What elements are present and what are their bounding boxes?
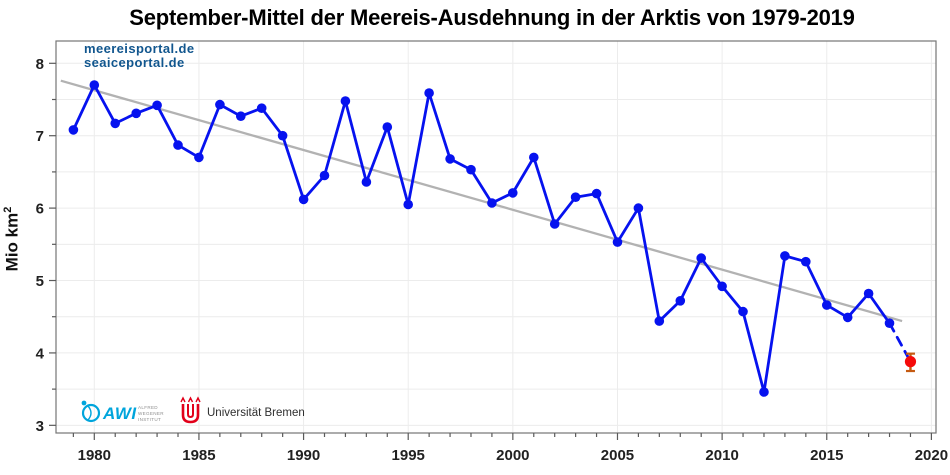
x-tick-label: 1995	[392, 447, 425, 464]
data-point	[696, 253, 706, 263]
forecast-point	[904, 356, 917, 368]
y-tick-label: 8	[36, 56, 44, 73]
data-point	[612, 237, 623, 247]
data-point	[549, 219, 560, 229]
x-tick-label: 2000	[496, 447, 529, 464]
data-point	[717, 281, 727, 292]
awi-logo-line1: ALFRED	[138, 405, 158, 410]
data-point	[173, 140, 183, 150]
extent-series-line	[72, 83, 891, 394]
data-point	[236, 111, 246, 121]
awi-logo-line3: INSTITUT	[138, 417, 161, 422]
watermark-line2: seaiceportal.de	[84, 54, 185, 70]
y-axis-label-text: Mio km	[2, 212, 22, 272]
data-point	[570, 192, 581, 202]
awi-globe-meridian-icon	[87, 405, 92, 421]
data-point	[110, 118, 120, 129]
data-point	[131, 108, 141, 119]
data-point	[487, 198, 497, 208]
watermark-line1: meereisportal.de	[84, 41, 195, 56]
data-point	[842, 312, 853, 323]
uni-bremen-label: Universität Bremen	[207, 407, 305, 419]
uni-bremen-u-icon	[180, 396, 201, 424]
data-point	[591, 188, 602, 199]
data-point	[801, 256, 811, 267]
awi-logo-text: AWI	[102, 404, 137, 423]
extent-series-markers	[68, 80, 895, 397]
x-tick-label: 2005	[601, 447, 634, 464]
data-point	[445, 154, 455, 164]
watermark: meereisportal.de seaiceportal.de	[84, 42, 194, 69]
x-tick-label: 2010	[705, 447, 738, 464]
data-point	[863, 288, 874, 299]
y-tick-label: 5	[36, 273, 44, 290]
data-point	[403, 199, 414, 210]
data-point	[382, 122, 393, 132]
chart-title: September-Mittel der Meereis-Ausdehnung …	[129, 5, 855, 30]
data-point	[298, 194, 309, 205]
plot-grid	[56, 41, 936, 433]
data-point	[654, 316, 665, 326]
data-point	[466, 164, 476, 175]
y-axis-label: Mio km2	[2, 179, 24, 299]
forecast-connector	[888, 321, 912, 364]
y-axis-label-superscript: 2	[2, 206, 14, 213]
x-tick-labels: 1980 1985 1990 1995 2000 2005 2010 2015 2020	[78, 447, 948, 464]
x-tick-label: 2015	[810, 447, 843, 464]
y-tick-label: 4	[36, 345, 45, 362]
x-tick-label: 1985	[182, 447, 215, 464]
axis-ticks	[49, 62, 932, 440]
data-point	[319, 170, 330, 181]
trend-line	[60, 79, 903, 323]
awi-logo: AWI ALFRED WEGENER INSTITUT	[81, 400, 164, 423]
data-point	[277, 130, 288, 141]
data-point	[361, 177, 372, 187]
data-point	[194, 152, 204, 163]
uni-bremen-logo: Universität Bremen	[180, 396, 305, 424]
y-tick-labels: 3 4 5 6 7 8	[36, 56, 45, 435]
data-point	[633, 203, 644, 213]
data-point	[256, 103, 267, 113]
data-point	[215, 99, 225, 110]
awi-globe-dot-icon	[81, 400, 87, 406]
y-tick-label: 7	[36, 128, 44, 145]
data-point	[675, 296, 686, 306]
x-tick-label: 1980	[78, 447, 111, 464]
data-point	[508, 188, 518, 198]
awi-logo-line2: WEGENER	[138, 411, 164, 416]
data-point	[424, 88, 434, 98]
data-point	[89, 80, 100, 90]
data-point	[529, 152, 539, 163]
x-tick-label: 2020	[915, 447, 948, 464]
x-tick-label: 1990	[287, 447, 320, 464]
data-point	[759, 387, 769, 397]
awi-globe-icon	[81, 403, 101, 423]
data-point	[738, 306, 748, 317]
data-point	[68, 125, 79, 135]
data-point	[780, 251, 790, 261]
data-point	[822, 300, 832, 310]
data-point	[340, 96, 351, 106]
data-point	[152, 100, 162, 111]
y-tick-label: 3	[36, 418, 44, 435]
plot-border	[55, 40, 937, 434]
y-tick-label: 6	[36, 201, 44, 218]
